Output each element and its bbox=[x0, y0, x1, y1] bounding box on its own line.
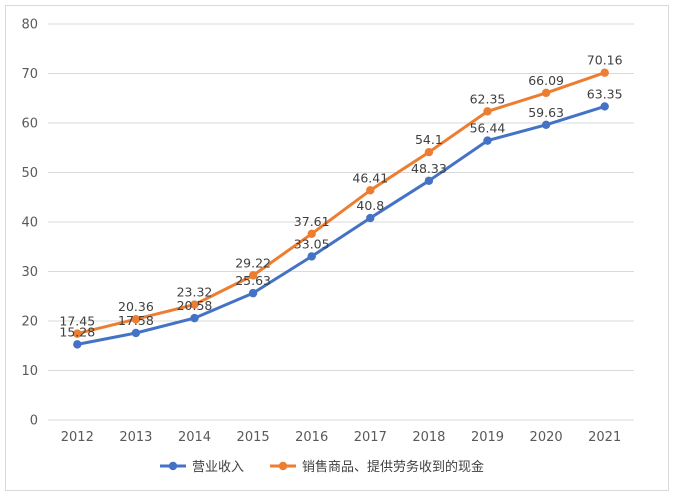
legend-item-2: 销售商品、提供劳务收到的现金 bbox=[270, 459, 484, 475]
data-label: 37.61 bbox=[294, 214, 330, 229]
data-point bbox=[366, 213, 375, 223]
y-tick-label: 80 bbox=[21, 18, 38, 33]
data-point bbox=[483, 136, 492, 145]
data-label: 62.35 bbox=[470, 91, 506, 106]
y-tick-label: 0 bbox=[30, 414, 38, 429]
data-point bbox=[424, 176, 434, 185]
gridlines bbox=[48, 23, 634, 421]
data-label: 48.33 bbox=[411, 161, 447, 176]
data-label: 70.16 bbox=[587, 53, 623, 68]
x-tick-label: 2021 bbox=[588, 430, 621, 445]
data-label: 66.09 bbox=[528, 73, 564, 88]
data-point bbox=[307, 252, 316, 261]
data-point bbox=[541, 120, 551, 130]
legend-item-1: 营业收入 bbox=[160, 460, 244, 475]
series-line bbox=[75, 71, 607, 336]
chart-frame bbox=[5, 5, 669, 491]
y-tick-label: 10 bbox=[21, 364, 38, 379]
data-point bbox=[190, 313, 199, 323]
x-axis-ticks: 2012 2013 2014 2015 2016 2017 2018 2019 2020 2021 bbox=[61, 430, 621, 445]
data-point bbox=[366, 186, 375, 195]
data-label: 56.44 bbox=[470, 121, 506, 136]
data-label: 33.05 bbox=[294, 236, 330, 251]
x-tick-label: 2020 bbox=[530, 430, 563, 445]
series-2 bbox=[73, 68, 609, 338]
x-tick-label: 2019 bbox=[471, 430, 504, 445]
data-point bbox=[248, 288, 258, 298]
x-tick-label: 2012 bbox=[61, 430, 94, 445]
y-tick-label: 40 bbox=[21, 216, 38, 231]
data-label: 23.32 bbox=[177, 285, 213, 300]
legend-marker bbox=[168, 461, 178, 471]
data-point bbox=[248, 271, 258, 280]
x-tick-label: 2015 bbox=[237, 430, 270, 445]
data-point bbox=[424, 148, 434, 157]
x-tick-label: 2014 bbox=[178, 430, 211, 445]
series bbox=[73, 68, 609, 349]
data-label: 59.63 bbox=[528, 105, 564, 120]
data-label: 25.63 bbox=[235, 273, 271, 288]
data-point bbox=[73, 329, 82, 338]
data-label: 15.28 bbox=[59, 324, 95, 339]
legend-label: 销售商品、提供劳务收到的现金 bbox=[302, 459, 484, 475]
data-point bbox=[190, 300, 199, 309]
legend-label: 营业收入 bbox=[192, 460, 244, 475]
y-tick-label: 30 bbox=[21, 265, 38, 280]
x-tick-label: 2018 bbox=[412, 430, 445, 445]
data-point bbox=[541, 88, 551, 98]
data-label: 54.1 bbox=[415, 132, 443, 147]
data-label: 40.8 bbox=[356, 198, 384, 213]
y-axis-ticks: 0 10 20 30 40 50 60 70 80 bbox=[21, 18, 38, 429]
legend: 营业收入 销售商品、提供劳务收到的现金 bbox=[160, 459, 484, 475]
data-point bbox=[131, 315, 141, 324]
data-point bbox=[600, 102, 609, 111]
x-tick-label: 2017 bbox=[354, 430, 387, 445]
data-point bbox=[483, 107, 492, 116]
legend-marker bbox=[278, 461, 288, 471]
x-tick-label: 2016 bbox=[295, 430, 328, 445]
data-label: 46.41 bbox=[352, 170, 388, 185]
data-labels: 15.28 17.58 20.58 25.63 33.05 40.8 48.33 56.44 5… bbox=[59, 53, 622, 340]
data-label: 20.36 bbox=[118, 299, 154, 314]
data-point bbox=[73, 340, 82, 349]
data-label: 20.58 bbox=[177, 298, 213, 313]
y-tick-label: 20 bbox=[21, 315, 38, 330]
data-point bbox=[600, 68, 609, 77]
series-line bbox=[75, 104, 607, 346]
data-label: 29.22 bbox=[235, 255, 271, 270]
series-1 bbox=[73, 102, 609, 349]
y-tick-label: 50 bbox=[21, 166, 38, 181]
data-point bbox=[131, 328, 141, 338]
data-point bbox=[307, 229, 316, 239]
data-label: 17.45 bbox=[59, 314, 95, 329]
x-tick-label: 2013 bbox=[119, 430, 152, 445]
data-label: 17.58 bbox=[118, 313, 154, 328]
y-tick-label: 70 bbox=[21, 67, 38, 82]
y-tick-label: 60 bbox=[21, 117, 38, 132]
data-label: 63.35 bbox=[587, 86, 623, 101]
